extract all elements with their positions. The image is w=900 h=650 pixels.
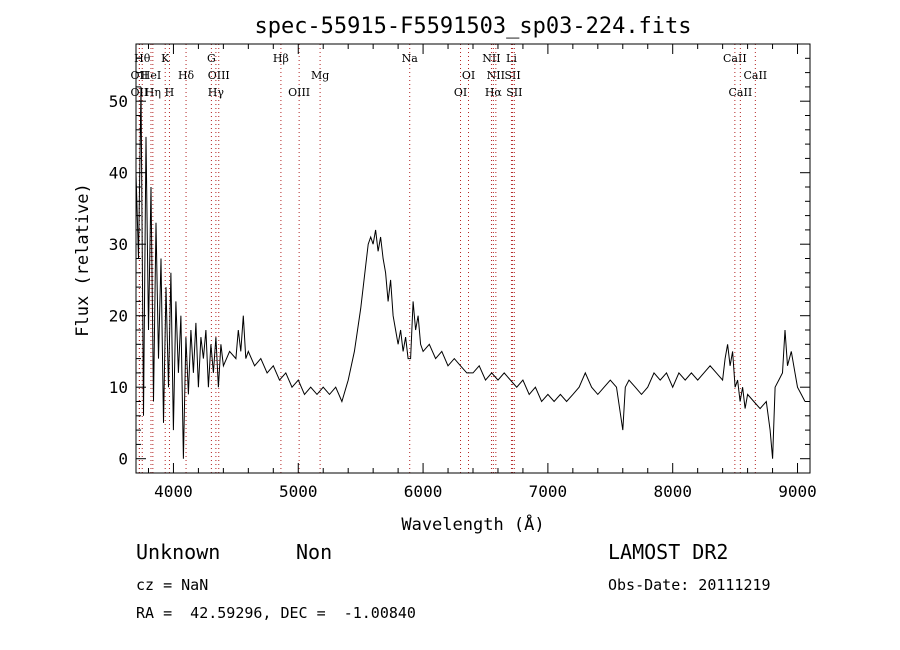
line-marker-label: OI xyxy=(454,86,467,99)
line-marker-label: K xyxy=(161,52,170,65)
line-marker-label: SII xyxy=(506,86,522,99)
line-marker-label: NII xyxy=(482,52,500,65)
y-tick-label: 50 xyxy=(109,92,128,111)
y-tick-label: 10 xyxy=(109,378,128,397)
axes: 4000 5000 6000 7000 8000 9000 0 10 20 30 40 50 xyxy=(109,43,817,501)
observation-date: Obs-Date: 20111219 xyxy=(608,576,771,594)
line-marker-label: Hθ xyxy=(134,52,151,65)
line-marker-label: OII xyxy=(131,69,149,82)
line-marker-label: H xyxy=(165,86,175,99)
x-tick-label: 4000 xyxy=(154,482,193,501)
line-marker-label: CaII xyxy=(729,86,753,99)
line-marker-label: CaII xyxy=(743,69,767,82)
plot-frame xyxy=(135,43,811,474)
y-tick-label: 30 xyxy=(109,235,128,254)
line-marker-label: Hδ xyxy=(178,69,195,82)
y-tick-label: 40 xyxy=(109,164,128,183)
line-marker-label: G xyxy=(207,52,216,65)
line-marker-label: HeI xyxy=(141,69,161,82)
line-marker-label: CaII xyxy=(723,52,747,65)
line-marker-label: Mg xyxy=(311,69,329,82)
redshift-value: cz = NaN xyxy=(136,576,209,594)
x-tick-label: 5000 xyxy=(279,482,318,501)
line-marker-label: SII xyxy=(504,69,520,82)
x-tick-label: 7000 xyxy=(529,482,568,501)
line-marker-label: NII xyxy=(487,69,505,82)
y-tick-label: 20 xyxy=(109,307,128,326)
x-axis-label: Wavelength (Å) xyxy=(401,513,544,535)
object-subclass: Non xyxy=(296,540,333,564)
line-marker-label: OII xyxy=(131,86,149,99)
line-marker-label: OI xyxy=(462,69,475,82)
line-marker-label: OIII xyxy=(208,69,230,82)
line-marker-label: Hα xyxy=(485,86,503,99)
line-marker-label: Na xyxy=(402,52,419,65)
line-marker-label: Hη xyxy=(145,86,161,99)
coordinates: RA = 42.59296, DEC = -1.00840 xyxy=(136,604,416,622)
chart-title: spec-55915-F5591503_sp03-224.fits xyxy=(254,14,691,39)
x-tick-label: 6000 xyxy=(404,482,443,501)
x-tick-label: 8000 xyxy=(653,482,692,501)
line-marker-label: Li xyxy=(506,52,517,65)
spectrum-line xyxy=(135,86,806,459)
object-class: Unknown xyxy=(136,540,221,564)
survey-name: LAMOST DR2 xyxy=(608,540,729,564)
line-marker-label: OIII xyxy=(288,86,310,99)
y-axis-label: Flux (relative) xyxy=(73,183,93,337)
x-tick-label: 9000 xyxy=(778,482,817,501)
line-marker-label: Hβ xyxy=(273,52,289,65)
line-marker-label: Hγ xyxy=(208,86,225,99)
y-tick-label: 0 xyxy=(118,450,128,469)
